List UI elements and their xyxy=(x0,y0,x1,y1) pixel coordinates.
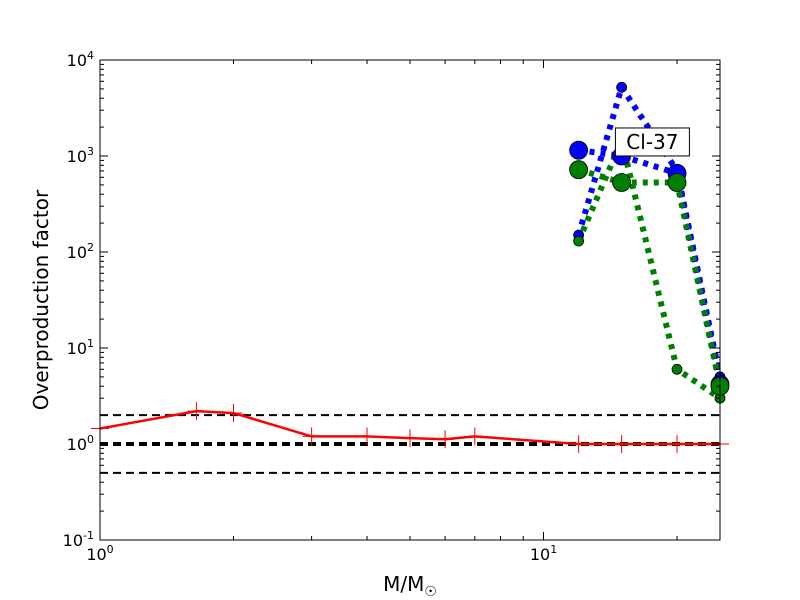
y-tick-label-5: 104 xyxy=(67,49,94,70)
series-3-point-0 xyxy=(573,235,585,247)
series-3-point-2 xyxy=(671,363,683,375)
series-4-line xyxy=(577,166,720,387)
x-axis-label-subscript: ☉ xyxy=(424,584,437,600)
axis-ticks xyxy=(99,59,720,541)
y-tick-label-0: 10-1 xyxy=(63,529,94,550)
x-tick-label-1: 101 xyxy=(530,543,557,564)
x-axis-label: M/M☉ xyxy=(383,572,437,600)
y-tick-label-2: 101 xyxy=(67,337,94,358)
annotation-label: Cl-37 xyxy=(626,130,678,154)
series-4-point-1 xyxy=(612,173,632,192)
x-tick-label-0: 100 xyxy=(86,543,113,564)
series-1-point-1 xyxy=(616,81,628,93)
series-4-point-0 xyxy=(569,160,589,180)
series-2-point-0 xyxy=(569,140,589,160)
annotation-box: Cl-37 xyxy=(614,127,690,157)
annotation-frame xyxy=(614,127,690,157)
x-axis-label-main: M/M xyxy=(383,572,424,596)
series-4-point-2 xyxy=(667,173,687,192)
y-axis-label: Overproduction factor xyxy=(29,189,53,410)
y-tick-label-1: 100 xyxy=(67,433,94,454)
y-tick-label-3: 102 xyxy=(67,241,94,262)
y-tick-label-4: 103 xyxy=(67,145,94,166)
